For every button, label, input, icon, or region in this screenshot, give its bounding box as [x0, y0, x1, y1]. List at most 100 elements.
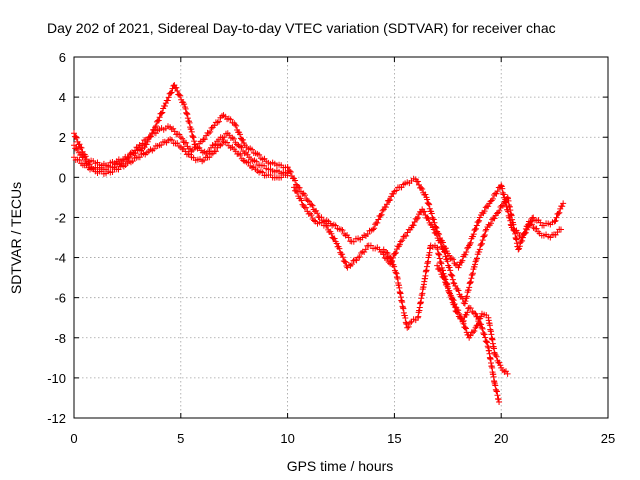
data-point-track-3	[237, 151, 244, 158]
data-point-track-4	[296, 184, 303, 191]
data-point-track-5	[473, 255, 480, 262]
data-point-track-4	[378, 211, 385, 218]
data-point-track-7	[446, 289, 453, 296]
data-point-track-4	[428, 210, 435, 217]
data-point-track-5	[400, 233, 407, 240]
data-point-track-1	[78, 144, 85, 151]
data-point-track-2	[78, 151, 85, 158]
data-point-track-7	[436, 266, 443, 273]
data-point-track-3	[284, 172, 291, 179]
data-point-track-4	[552, 217, 559, 224]
data-point-track-5	[323, 222, 330, 229]
data-point-track-2	[168, 89, 175, 96]
data-point-track-5	[558, 226, 565, 233]
x-tick-label: 25	[601, 431, 615, 446]
data-point-track-5	[399, 237, 406, 244]
data-point-track-5	[362, 246, 369, 253]
data-point-track-4	[553, 214, 560, 221]
data-point-track-6	[496, 359, 503, 366]
data-point-track-5	[476, 246, 483, 253]
data-point-track-7	[448, 294, 455, 301]
data-point-track-5	[447, 267, 454, 274]
data-point-track-5	[471, 263, 478, 270]
data-point-track-2	[167, 90, 174, 97]
data-point-track-2	[182, 105, 189, 112]
data-point-track-5	[452, 282, 459, 289]
data-point-track-7	[494, 392, 501, 399]
data-point-track-5	[468, 275, 475, 282]
data-point-track-5	[339, 254, 346, 261]
data-point-track-4	[309, 202, 316, 209]
data-point-track-6	[434, 246, 441, 253]
data-point-track-6	[473, 323, 480, 330]
data-point-track-2	[155, 117, 162, 124]
data-point-track-5	[303, 204, 310, 211]
data-point-track-2	[148, 130, 155, 137]
data-point-track-5	[437, 239, 444, 246]
data-point-track-4	[418, 184, 425, 191]
data-point-track-3	[129, 158, 136, 165]
data-point-track-5	[341, 258, 348, 265]
data-point-track-5	[466, 284, 473, 291]
data-point-track-5	[481, 232, 488, 239]
data-point-track-3	[245, 159, 252, 166]
data-point-track-4	[318, 214, 325, 221]
data-point-track-5	[501, 200, 508, 207]
data-point-track-5	[478, 240, 485, 247]
data-point-track-4	[393, 187, 400, 194]
y-tick-label: -10	[47, 371, 66, 386]
data-point-track-1	[73, 134, 80, 141]
data-point-track-2	[183, 110, 190, 117]
data-point-track-6	[436, 251, 443, 258]
data-point-track-2	[183, 109, 190, 116]
data-point-track-2	[74, 146, 81, 153]
data-point-track-5	[458, 293, 465, 300]
data-point-track-5	[328, 230, 335, 237]
x-tick-label: 20	[494, 431, 508, 446]
y-tick-label: -12	[47, 411, 66, 426]
data-point-track-2	[192, 141, 199, 148]
data-point-track-2	[184, 111, 191, 118]
data-point-track-5	[442, 253, 449, 260]
data-point-track-4	[426, 201, 433, 208]
data-point-track-5	[469, 271, 476, 278]
data-point-track-4	[332, 222, 339, 229]
data-point-track-1	[72, 133, 79, 140]
data-point-track-1	[239, 136, 246, 143]
data-point-track-5	[521, 230, 528, 237]
data-point-track-6	[471, 328, 478, 335]
data-point-track-7	[475, 316, 482, 323]
data-point-track-5	[339, 251, 346, 258]
y-axis: -12 -10 -8 -6 -4 -2 0 2 4 6	[47, 50, 608, 426]
data-point-track-6	[380, 246, 387, 253]
data-point-track-2	[144, 138, 151, 145]
data-point-track-5	[473, 256, 480, 263]
data-point-track-4	[500, 191, 507, 198]
data-point-track-5	[465, 287, 472, 294]
data-point-track-6	[462, 324, 469, 331]
data-point-track-6	[405, 323, 412, 330]
data-point-track-4	[425, 200, 432, 207]
data-point-track-7	[481, 331, 488, 338]
data-point-track-5	[410, 222, 417, 229]
x-axis: 0 5 10 15 20 25	[70, 57, 615, 446]
data-point-track-5	[391, 250, 398, 257]
data-point-track-6	[392, 269, 399, 276]
data-point-track-2	[230, 135, 237, 142]
data-point-track-4	[466, 241, 473, 248]
data-point-track-5	[358, 250, 365, 257]
data-point-track-7	[492, 382, 499, 389]
data-point-track-2	[164, 97, 171, 104]
data-point-track-4	[379, 207, 386, 214]
data-point-track-2	[161, 103, 168, 110]
data-point-track-1	[227, 116, 234, 123]
data-point-track-5	[298, 197, 305, 204]
data-point-track-4	[450, 256, 457, 263]
data-point-track-3	[206, 154, 213, 161]
data-point-track-4	[475, 218, 482, 225]
data-point-track-4	[419, 185, 426, 192]
data-point-track-5	[397, 238, 404, 245]
data-point-track-4	[476, 217, 483, 224]
data-point-track-2	[156, 114, 163, 121]
data-point-track-2	[221, 134, 228, 141]
